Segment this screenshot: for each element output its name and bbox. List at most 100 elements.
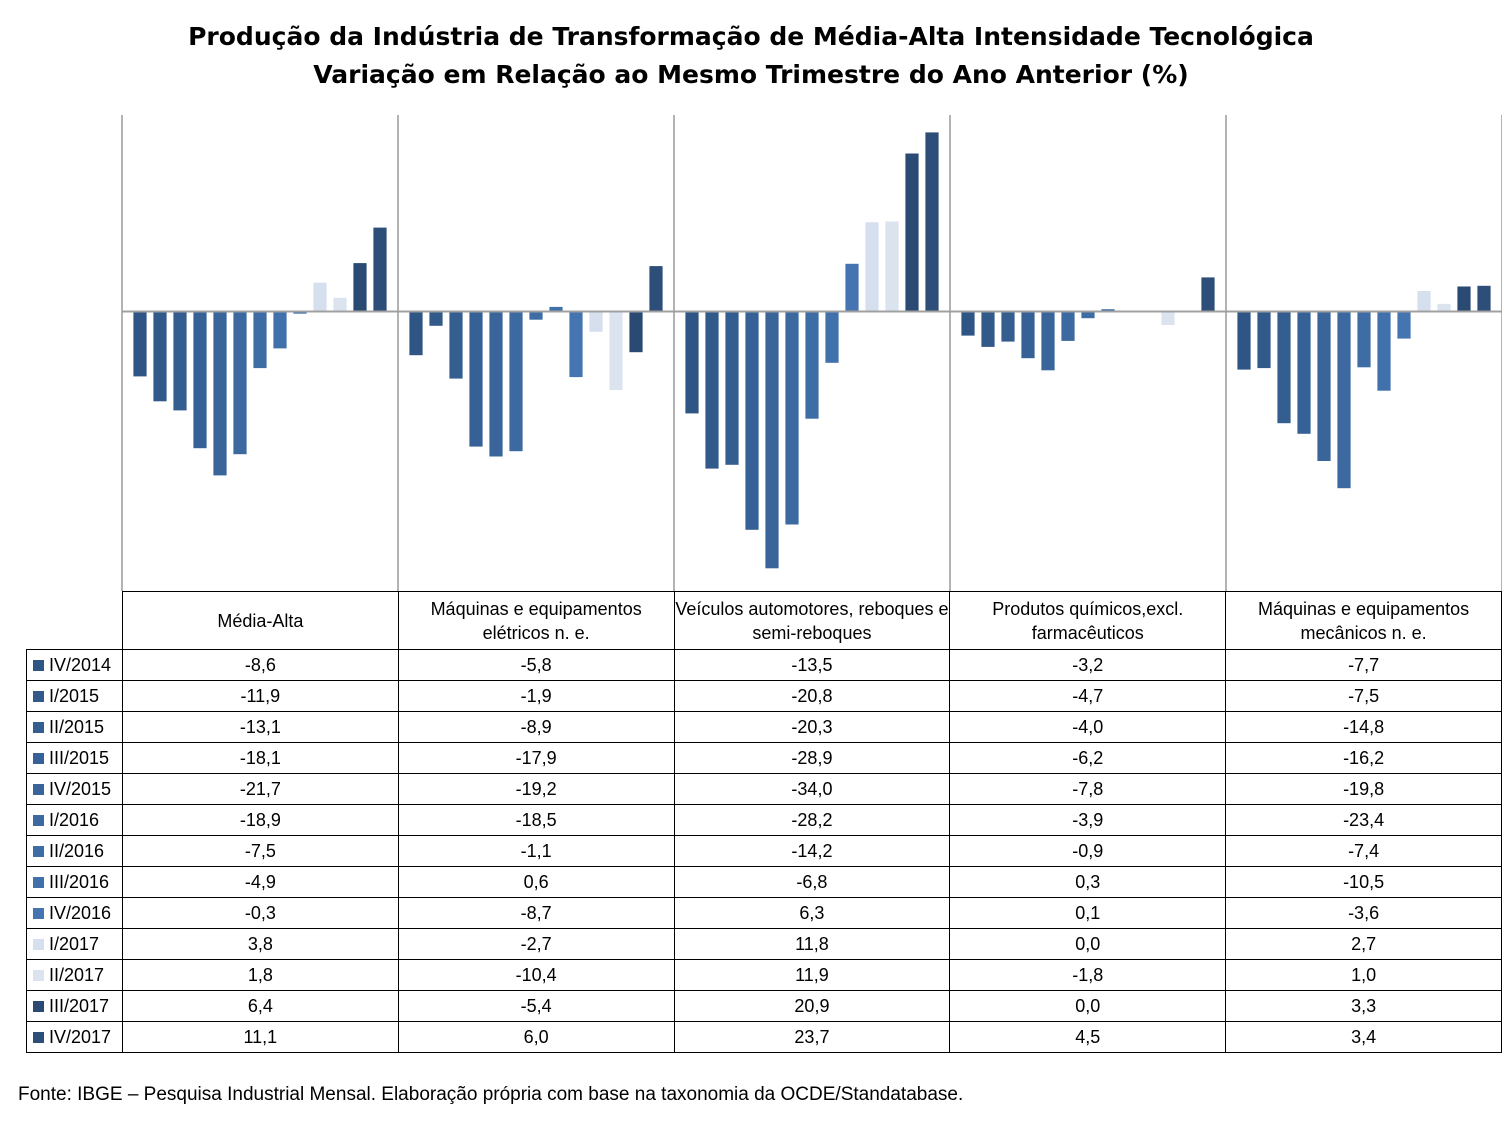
data-label: -0,3 [121, 897, 399, 929]
data-label: 0,1 [949, 897, 1227, 929]
bar [1437, 303, 1451, 312]
bar [981, 311, 995, 347]
bar [1041, 311, 1055, 371]
bar [173, 311, 187, 411]
data-label: -8,7 [397, 897, 675, 929]
category-label: Veículos automotores, reboques e semi-re… [673, 591, 951, 650]
bar [549, 306, 563, 312]
legend-entry: III/2016 [26, 866, 123, 898]
bar [845, 263, 859, 312]
data-label: -14,2 [673, 835, 951, 867]
data-label: -0,9 [949, 835, 1227, 867]
category-label: Média-Alta [121, 591, 399, 650]
data-table: Média-Alta Máquinas e equipamentos elétri… [26, 591, 1502, 1053]
data-label: 11,8 [673, 928, 951, 960]
data-label: -13,5 [673, 649, 951, 681]
bar [373, 227, 387, 312]
bar [1377, 311, 1391, 391]
bar [1001, 311, 1015, 342]
data-label: 11,9 [673, 959, 951, 991]
data-label: -5,4 [397, 990, 675, 1022]
table-row: IV/2016 -0,3 -8,7 6,3 0,1 -3,6 [26, 897, 1502, 929]
bar [1357, 311, 1371, 368]
legend-entry: III/2017 [26, 990, 123, 1022]
bar [1417, 291, 1431, 312]
data-label: -19,2 [397, 773, 675, 805]
series-name: III/2015 [49, 747, 110, 768]
legend-entry: II/2015 [26, 711, 123, 743]
legend-swatch [33, 907, 44, 919]
table-row: II/2017 1,8 -10,4 11,9 -1,8 1,0 [26, 959, 1502, 991]
bar [569, 311, 583, 378]
category-label: Máquinas e equipamentos mecânicos n. e. [1225, 591, 1502, 650]
bar [353, 263, 367, 312]
legend-entry: I/2017 [26, 928, 123, 960]
data-label: 2,7 [1225, 928, 1502, 960]
bar [609, 311, 623, 390]
bar [1397, 311, 1411, 339]
bar [1317, 311, 1331, 461]
bar [1101, 309, 1115, 312]
bar [1337, 311, 1351, 489]
data-label: -4,9 [121, 866, 399, 898]
series-name: II/2015 [49, 716, 105, 737]
series-name: I/2015 [49, 685, 100, 706]
table-row: III/2015 -18,1 -17,9 -28,9 -6,2 -16,2 [26, 742, 1502, 774]
bar [233, 311, 247, 455]
legend-swatch [33, 938, 44, 950]
legend-entry: IV/2014 [26, 649, 123, 681]
data-label: 0,3 [949, 866, 1227, 898]
data-label: -3,9 [949, 804, 1227, 836]
data-label: -10,5 [1225, 866, 1502, 898]
data-label: -4,0 [949, 711, 1227, 743]
data-label: -28,9 [673, 742, 951, 774]
series-name: IV/2016 [49, 902, 112, 923]
legend-entry: II/2016 [26, 835, 123, 867]
data-label: 6,4 [121, 990, 399, 1022]
table-row: I/2015 -11,9 -1,9 -20,8 -4,7 -7,5 [26, 680, 1502, 712]
bar [1237, 311, 1251, 370]
bar [629, 311, 643, 353]
bar [765, 311, 779, 569]
data-label: -1,8 [949, 959, 1227, 991]
category-label: Produtos químicos,excl. farmacêuticos [949, 591, 1227, 650]
data-label: 3,4 [1225, 1021, 1502, 1053]
series-name: IV/2014 [49, 654, 112, 675]
bar [489, 311, 503, 457]
data-label: -7,5 [121, 835, 399, 867]
bar [1277, 311, 1291, 424]
data-label: 3,8 [121, 928, 399, 960]
legend-entry: IV/2017 [26, 1021, 123, 1053]
data-label: -6,2 [949, 742, 1227, 774]
data-label: -20,3 [673, 711, 951, 743]
bar [1081, 311, 1095, 319]
data-label: -17,9 [397, 742, 675, 774]
bar [1457, 286, 1471, 312]
bar [1061, 311, 1075, 341]
data-label: -3,6 [1225, 897, 1502, 929]
table-row: I/2017 3,8 -2,7 11,8 0,0 2,7 [26, 928, 1502, 960]
bar [589, 311, 603, 332]
data-label: -18,9 [121, 804, 399, 836]
data-label: -1,1 [397, 835, 675, 867]
bar [333, 297, 347, 312]
legend-swatch [33, 876, 44, 888]
table-row: II/2015 -13,1 -8,9 -20,3 -4,0 -14,8 [26, 711, 1502, 743]
bar-chart [121, 115, 1502, 591]
data-label: 4,5 [949, 1021, 1227, 1053]
legend-entry: I/2015 [26, 680, 123, 712]
legend-entry: I/2016 [26, 804, 123, 836]
bar [1021, 311, 1035, 359]
table-row: II/2016 -7,5 -1,1 -14,2 -0,9 -7,4 [26, 835, 1502, 867]
legend-entry: IV/2016 [26, 897, 123, 929]
data-label: 0,0 [949, 928, 1227, 960]
source-note: Fonte: IBGE – Pesquisa Industrial Mensal… [18, 1084, 964, 1105]
bar [1201, 277, 1215, 312]
series-name: IV/2015 [49, 778, 112, 799]
series-name: III/2016 [49, 871, 110, 892]
table-row: III/2016 -4,9 0,6 -6,8 0,3 -10,5 [26, 866, 1502, 898]
data-label: 6,3 [673, 897, 951, 929]
category-label: Máquinas e equipamentos elétricos n. e. [397, 591, 675, 650]
data-label: -20,8 [673, 680, 951, 712]
bar [725, 311, 739, 465]
